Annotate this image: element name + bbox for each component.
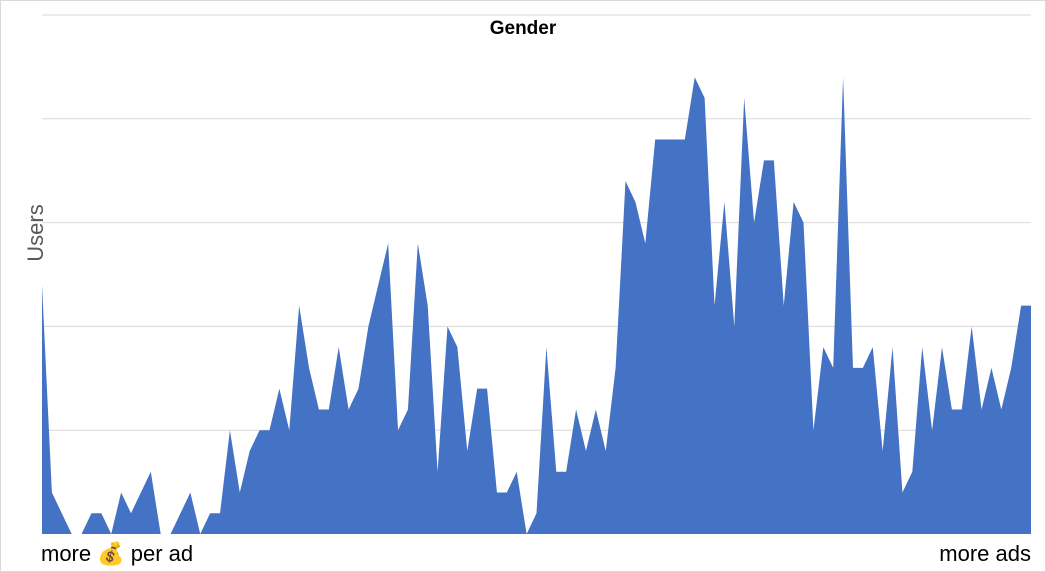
- x-tick-label-right: more ads: [939, 541, 1031, 566]
- gridlines: [42, 14, 1031, 431]
- chart-title: Gender: [490, 18, 557, 39]
- y-axis-label: Users: [23, 204, 48, 261]
- plot-area: [42, 77, 1031, 534]
- area-series: [42, 77, 1031, 534]
- x-tick-label-left: more 💰 per ad: [41, 541, 193, 567]
